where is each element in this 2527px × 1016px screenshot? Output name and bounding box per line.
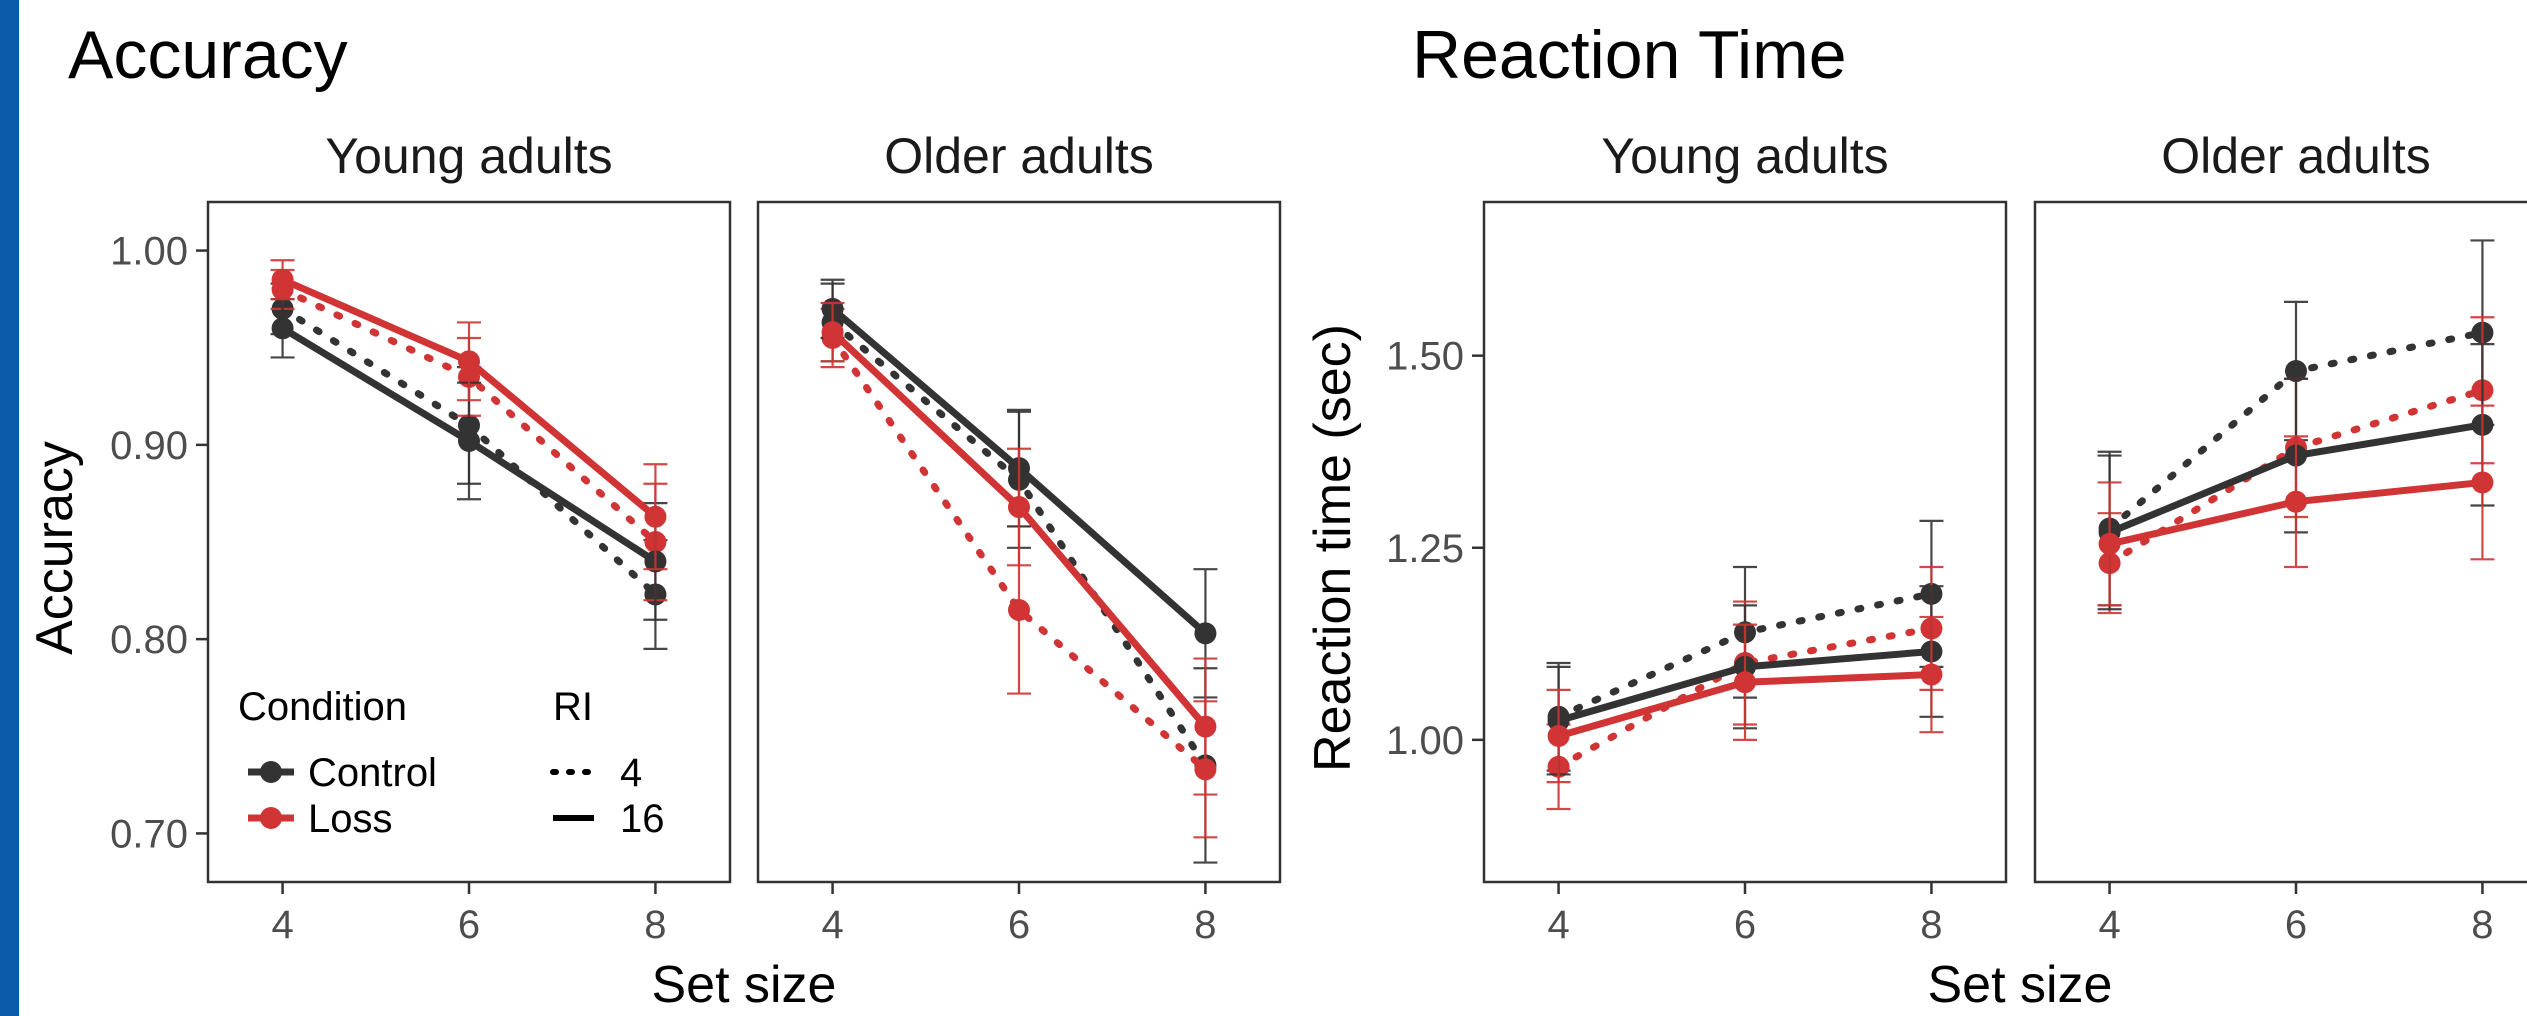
accuracy-young-adults-loss-ri16-series (270, 259, 668, 571)
legend-control-label: Control (308, 751, 437, 795)
legend-control-marker (260, 761, 282, 783)
reaction-time-young-adults-x-tick-label: 6 (1734, 903, 1756, 947)
legend: Condition RI Control Loss 4 16 (238, 685, 665, 841)
accuracy-young-adults-x-tick-label: 6 (458, 903, 480, 947)
reaction-time-x-axis-label: Set size (1928, 956, 2113, 1014)
reaction-time-title: Reaction Time (1412, 17, 1847, 93)
accuracy-older-adults-x-tick-label: 6 (1008, 903, 1030, 947)
reaction-time-older-adults-panel: Older adults 4 6 8 (2033, 128, 2527, 947)
reaction-time-young-adults-x-tick-label: 4 (1547, 903, 1569, 947)
accuracy-young-adults-loss-ri16-point (458, 350, 480, 373)
reaction-time-young-adults-loss-ri16-series (1546, 615, 1944, 784)
accuracy-older-adults-x-tick-label: 4 (821, 903, 843, 947)
accuracy-y-tick-label: 0.80 (110, 618, 188, 662)
accuracy-older-adults-loss-ri16-point (1008, 496, 1030, 519)
legend-ri-title: RI (553, 685, 593, 729)
reaction-time-young-adults-loss-ri16-point (1920, 663, 1943, 686)
accuracy-young-adults-loss-ri16-point (271, 268, 294, 291)
reaction-time-young-adults-facet-label: Young adults (1601, 128, 1888, 184)
reaction-time-young-adults-loss-ri16-point (1547, 725, 1570, 748)
accuracy-older-adults-loss-ri16-point (821, 321, 844, 344)
accuracy-older-adults-loss-ri4-series (820, 307, 1218, 839)
reaction-time-y-tick-label: 1.25 (1386, 527, 1464, 571)
accuracy-older-adults-loss-ri16-point (1194, 715, 1217, 738)
accuracy-older-adults-control-ri16-point (1194, 622, 1217, 645)
reaction-time-older-adults-facet-label: Older adults (2161, 128, 2431, 184)
reaction-time-older-adults-x-tick-label: 6 (2285, 903, 2307, 947)
reaction-time-young-adults-loss-ri16-point (1734, 671, 1756, 694)
legend-loss-label: Loss (308, 797, 393, 841)
accuracy-young-adults-x-tick-label: 8 (644, 903, 666, 947)
reaction-time-young-adults-panel: Young adults 4 6 8 1.00 1.25 1.50 (1386, 128, 2008, 947)
legend-ri-16-label: 16 (620, 797, 665, 841)
accuracy-young-adults-panel: Young adults 4 6 8 0.70 0.80 0.90 1.00 (110, 128, 732, 947)
accuracy-y-tick-label: 1.00 (110, 230, 188, 274)
reaction-time-older-adults-loss-ri16-series (2097, 404, 2495, 607)
accuracy-young-adults-loss-ri16-point (644, 505, 667, 528)
accuracy-older-adults-panel: Older adults 4 6 8 (756, 128, 1282, 947)
accuracy-x-axis-label: Set size (652, 956, 837, 1014)
accuracy-young-adults-control-ri16-point (271, 317, 294, 340)
reaction-time-young-adults-loss-ri4-line (1555, 624, 1935, 771)
accuracy-older-adults-x-tick-label: 8 (1194, 903, 1216, 947)
accuracy-y-axis-label: Accuracy (26, 441, 84, 655)
reaction-time-y-tick-label: 1.50 (1386, 335, 1464, 379)
accuracy-young-adults-facet-label: Young adults (325, 128, 612, 184)
accuracy-older-adults-facet-label: Older adults (884, 128, 1154, 184)
reaction-time-y-tick-label: 1.00 (1386, 719, 1464, 763)
legend-ri-4-label: 4 (620, 751, 642, 795)
accuracy-y-tick-label: 0.70 (110, 812, 188, 856)
reaction-time-older-adults-x-tick-label: 8 (2471, 903, 2493, 947)
reaction-time-older-adults-control-ri4-point (2285, 360, 2307, 383)
left-accent-bar (0, 0, 19, 1016)
accuracy-young-adults-control-ri16-point (458, 429, 480, 452)
reaction-time-older-adults-x-tick-label: 4 (2098, 903, 2120, 947)
legend-loss-marker (260, 807, 282, 829)
panels: Young adults 4 6 8 0.70 0.80 0.90 1.00 Older adu… (110, 128, 2527, 947)
accuracy-title: Accuracy (68, 17, 348, 93)
accuracy-y-tick-label: 0.90 (110, 424, 188, 468)
legend-condition-title: Condition (238, 685, 407, 729)
reaction-time-older-adults-loss-ri16-point (2285, 490, 2307, 513)
reaction-time-older-adults-loss-ri16-point (2098, 532, 2121, 555)
reaction-time-older-adults-loss-ri16-point (2471, 471, 2494, 494)
reaction-time-young-adults-x-tick-label: 8 (1920, 903, 1942, 947)
accuracy-older-adults-loss-ri16-series (820, 301, 1218, 796)
reaction-time-young-adults-frame (1482, 200, 2008, 884)
reaction-time-y-axis-label: Reaction time (sec) (1304, 324, 1362, 772)
accuracy-older-adults-loss-ri4-point (1008, 599, 1030, 621)
accuracy-young-adults-x-tick-label: 4 (271, 903, 293, 947)
